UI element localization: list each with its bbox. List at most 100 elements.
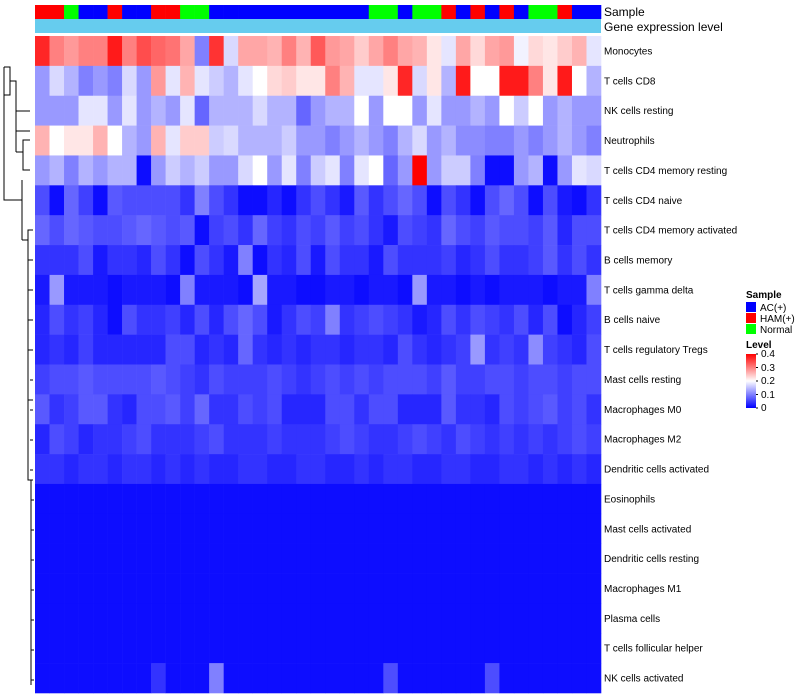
row-label: Macrophages M2 xyxy=(604,435,682,446)
heatmap-cell xyxy=(151,424,166,455)
heatmap-cell xyxy=(223,215,239,246)
heatmap-cell xyxy=(325,424,341,455)
heatmap-cell xyxy=(296,125,312,156)
heatmap-cell xyxy=(64,543,79,574)
heatmap-cell xyxy=(339,65,355,97)
heatmap-cell xyxy=(455,483,471,515)
heatmap-cell xyxy=(165,215,181,246)
heatmap-cell xyxy=(180,215,195,246)
heatmap-cell xyxy=(281,364,297,395)
row-label: Macrophages M1 xyxy=(604,584,682,595)
heatmap-cell xyxy=(180,185,195,216)
heatmap-cell xyxy=(484,334,500,365)
sample-cell xyxy=(441,5,457,19)
heatmap-cell xyxy=(49,364,65,395)
heatmap-cell xyxy=(107,36,123,67)
row-label: T cells gamma delta xyxy=(604,285,694,296)
heatmap-cell xyxy=(325,274,341,306)
heatmap-cell xyxy=(281,424,297,455)
heatmap-cell xyxy=(64,483,79,515)
heatmap-cell xyxy=(528,513,544,544)
heatmap-cell xyxy=(223,245,239,276)
heatmap-cell xyxy=(238,95,253,126)
heatmap-cell xyxy=(49,573,65,604)
heatmap-cell xyxy=(151,215,166,246)
heatmap-cell xyxy=(484,663,500,694)
heatmap-cell xyxy=(325,573,341,604)
heatmap-cell xyxy=(136,364,152,395)
heatmap-cell xyxy=(165,573,181,604)
heatmap-cell xyxy=(252,36,268,67)
heatmap-cell xyxy=(78,663,94,694)
heatmap-cell xyxy=(586,394,602,425)
heatmap-cell xyxy=(122,573,137,604)
heatmap-cells xyxy=(35,36,602,694)
heatmap-cell xyxy=(151,633,166,664)
level-tick-0: 0 xyxy=(761,403,767,414)
sample-cell xyxy=(78,5,94,19)
heatmap-cell xyxy=(35,633,50,664)
heatmap-cell xyxy=(571,424,587,455)
heatmap-cell xyxy=(296,573,312,604)
heatmap-cell xyxy=(339,215,355,246)
heatmap-cell xyxy=(310,95,326,126)
heatmap-cell xyxy=(223,274,239,306)
sample-cell xyxy=(484,5,500,19)
heatmap-cell xyxy=(223,663,239,694)
row-label: Dendritic cells activated xyxy=(604,465,709,476)
heatmap-cell xyxy=(78,394,94,425)
sample-cell xyxy=(383,5,399,19)
heatmap-cell xyxy=(397,215,413,246)
heatmap-cell xyxy=(93,483,108,515)
heatmap-cell xyxy=(383,603,399,634)
heatmap-cell xyxy=(49,633,65,664)
heatmap-cell xyxy=(426,663,442,694)
heatmap-cell xyxy=(194,215,210,246)
sample-legend-title: Sample xyxy=(746,290,782,301)
heatmap-cell xyxy=(484,513,500,544)
heatmap-cell xyxy=(339,663,355,694)
heatmap-cell xyxy=(470,573,486,604)
level-tick-0.4: 0.4 xyxy=(761,349,775,360)
heatmap-cell xyxy=(513,573,529,604)
heatmap-cell xyxy=(93,603,108,634)
heatmap-cell xyxy=(571,573,587,604)
heatmap-cell xyxy=(267,513,283,544)
heatmap-cell xyxy=(354,36,370,67)
heatmap-cell xyxy=(310,483,326,515)
heatmap-cell xyxy=(165,454,181,485)
heatmap-cell xyxy=(252,513,268,544)
heatmap-cell xyxy=(441,95,457,126)
heatmap-cell xyxy=(310,215,326,246)
heatmap-cell xyxy=(470,245,486,276)
heatmap-cell xyxy=(383,573,399,604)
heatmap-cell xyxy=(180,274,195,306)
heatmap-cell xyxy=(383,155,399,186)
heatmap-cell xyxy=(151,543,166,574)
heatmap-cell xyxy=(93,394,108,425)
heatmap-cell xyxy=(412,185,428,216)
heatmap-cell xyxy=(383,65,399,97)
heatmap-cell xyxy=(49,274,65,306)
heatmap-cell xyxy=(325,633,341,664)
heatmap-cell xyxy=(354,65,370,97)
heatmap-cell xyxy=(296,513,312,544)
heatmap-cell xyxy=(325,215,341,246)
heatmap-cell xyxy=(528,543,544,574)
heatmap-cell xyxy=(238,573,253,604)
heatmap-cell xyxy=(542,65,558,97)
heatmap-cell xyxy=(296,394,312,425)
heatmap-cell xyxy=(165,95,181,126)
heatmap-cell xyxy=(470,513,486,544)
heatmap-cell xyxy=(180,663,195,694)
sample-cell xyxy=(180,5,195,19)
heatmap-cell xyxy=(426,334,442,365)
heatmap-cell xyxy=(557,573,573,604)
heatmap-cell xyxy=(267,483,283,515)
heatmap-cell xyxy=(557,663,573,694)
heatmap-cell xyxy=(354,334,370,365)
heatmap-cell xyxy=(513,454,529,485)
heatmap-cell xyxy=(586,65,602,97)
heatmap-cell xyxy=(412,334,428,365)
